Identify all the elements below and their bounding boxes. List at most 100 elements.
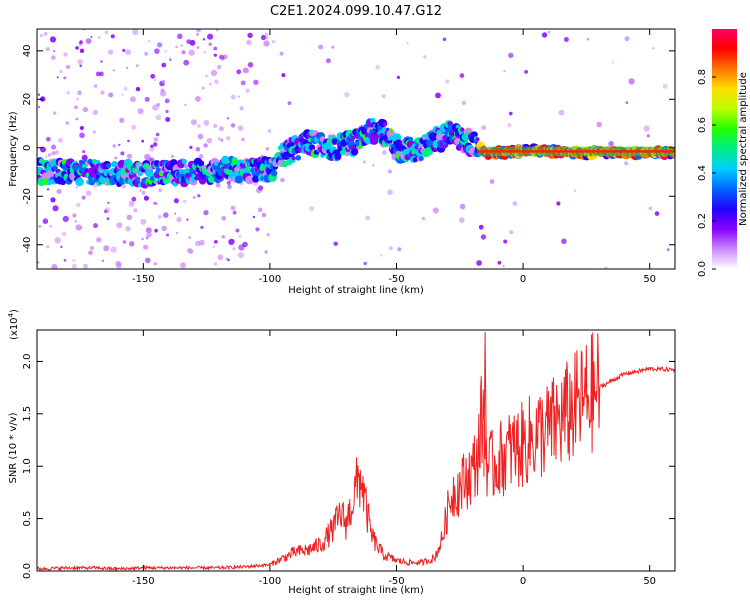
bottom-y-axis: 0.0 0.5 1.0 1.5 2.0 [22,353,675,579]
spectrogram-speckle [135,64,139,68]
spectrogram-speckle [164,50,167,53]
spectrogram-speckle [152,202,156,205]
x-tick-label: -50 [388,274,404,285]
spectrogram-speckle [180,262,186,269]
spectrogram-speckle [173,198,179,204]
spectrogram-speckle [149,146,155,152]
spectrogram-speckle [122,240,127,244]
spectrogram-speckle [46,188,50,191]
spectrogram-speckle [85,190,92,196]
spectrogram-speckle [189,145,193,149]
spectrogram-speckle [150,73,156,79]
spectrogram-speckle [37,93,41,96]
spectrogram-speckle [387,189,393,196]
ridge-mark [252,175,260,183]
ridge-mark [181,158,187,165]
y-tick-label: 2.0 [22,353,33,369]
spectrogram-speckle [197,194,201,198]
y-tick-label: 0.5 [22,511,33,527]
spectrogram-speckle [93,223,98,229]
spectrogram-speckle [112,144,117,148]
spectrogram-speckle [265,32,269,36]
spectrogram-speckle [279,51,284,56]
spectrogram-speckle [624,36,630,42]
spectrogram-speckle [181,50,186,55]
spectrogram-speckle [195,29,202,32]
spectrogram-speckle [154,228,158,233]
ridge-mark [52,165,58,171]
spectrogram-speckle [98,36,101,39]
spectrogram-speckle [85,38,92,44]
spectrogram-speckle [309,206,315,212]
spectrogram-speckle [92,130,97,134]
spectrogram-speckle [83,263,88,269]
spectrogram-heatmap [37,29,675,269]
spectrogram-speckle [145,227,152,234]
spectrogram-speckle [509,111,513,116]
ridge-mark [270,169,278,177]
spectrogram-speckle [155,132,160,137]
bottom-x-axis-label: Height of straight line (km) [288,585,424,596]
spectrogram-speckle [139,189,142,192]
spectrogram-speckle [195,240,201,247]
spectrogram-speckle [157,42,163,48]
spectrogram-speckle [159,90,167,97]
spectrogram-speckle [122,48,126,53]
ridge-mark [429,132,438,141]
spectrogram-speckle [666,248,670,252]
spectrogram-speckle [154,48,160,54]
spectrogram-speckle [196,46,200,49]
spectrogram-speckle [143,195,149,201]
spectrogram-speckle [603,266,608,269]
spectrogram-speckle [238,125,244,131]
spectrogram-speckle [646,134,650,138]
spectrogram-speckle [88,250,93,256]
spectrogram-speckle [141,190,146,195]
spectrogram-speckle [125,226,131,232]
spectrogram-speckle [381,150,387,156]
spectrogram-speckle [72,213,77,218]
spectrogram-speckle [72,259,76,262]
x-tick-label: -100 [259,274,282,285]
spectrogram-speckle [144,51,149,56]
spectrogram-speckle [81,195,86,200]
spectrogram-speckle [648,206,653,211]
spectrogram-speckle [62,215,69,222]
spectrogram-speckle [186,39,192,44]
spectrogram-speckle [153,142,158,147]
spectrogram-speckle [82,150,86,154]
spectrogram-speckle [325,58,331,64]
spectrogram-speckle [148,39,151,43]
spectrogram-speckle [221,235,225,239]
spectrogram-speckle [253,79,259,86]
spectrogram-speckle [75,186,79,189]
spectrogram-speckle [61,231,67,237]
spectrogram-speckle [101,259,105,262]
spectrogram-speckle [65,64,71,70]
ridge-mark [105,163,111,169]
spectrogram-speckle [49,224,52,228]
spectrogram-speckle [133,208,138,213]
spectrogram-speckle [226,136,231,141]
spectrogram-speckle [100,90,105,95]
spectrogram-speckle [212,245,216,249]
ridge-mark [234,175,244,184]
colorbar-gradient [712,29,737,269]
spectrogram-speckle [445,79,450,84]
spectrogram-speckle [112,69,115,72]
y-tick-label: 0 [22,145,33,151]
spectrogram-speckle [79,64,82,68]
spectrogram-speckle [79,125,84,131]
spectrogram-speckle [38,224,42,228]
ridge-mark [183,164,188,169]
spectrogram-speckle [49,36,57,43]
spectrogram-speckle [106,217,110,221]
spectrogram-speckle [476,260,482,266]
x-tick-label: -150 [132,274,155,285]
spectrogram-speckle [281,73,286,78]
spectrogram-speckle [52,205,59,212]
spectrogram-speckle [59,69,63,74]
spectrogram-speckle [40,34,43,37]
spectrogram-speckle [90,246,94,250]
spectrogram-speckle [127,153,132,159]
